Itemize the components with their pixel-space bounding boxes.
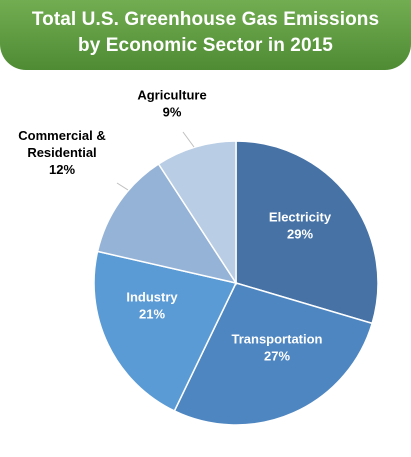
slice-name-label-0: Electricity: [269, 210, 332, 225]
chart-title-line-2: by Economic Sector in 2015: [78, 35, 333, 56]
leader-lines: [116, 131, 195, 191]
pie-slice-0: [235, 140, 379, 325]
slice-label-0: Electricity 29%: [269, 210, 332, 242]
slice-name-label-1: Transportation: [231, 332, 322, 347]
slice-value-label-4: 9%: [163, 105, 182, 120]
title-banner: Total U.S. Greenhouse Gas Emissions by E…: [0, 0, 411, 70]
slice-name-label-3: Commercial &: [18, 128, 105, 143]
leader-line-4: [182, 131, 195, 148]
slice-value-label-1: 27%: [264, 349, 290, 364]
chart-title-line-1: Total U.S. Greenhouse Gas Emissions: [31, 9, 380, 30]
slice-value-label-0: 29%: [287, 227, 313, 242]
slice-labels: Electricity 29% Transportation 27% Industry 2…: [18, 88, 332, 364]
slice-name-label-4: Agriculture: [137, 88, 206, 103]
slice-name-label-2: Industry: [126, 290, 178, 305]
pie-slices: [93, 140, 379, 426]
slice-label-3: Commercial & Residential 12%: [18, 128, 105, 177]
slice-value-label-2: 21%: [139, 307, 165, 322]
slice-label-4: Agriculture 9%: [137, 88, 206, 120]
leader-line-3: [116, 182, 129, 191]
slice-label-1: Transportation 27%: [231, 332, 322, 364]
pie-slice-2: [93, 250, 238, 412]
pie-slice-4: [157, 140, 237, 286]
slice-value-label-3: 12%: [49, 162, 75, 177]
pie-slice-1: [173, 282, 374, 426]
slice-name-label-3: Residential: [27, 145, 96, 160]
pie-slice-3: [96, 162, 238, 285]
slice-label-2: Industry 21%: [126, 290, 178, 322]
